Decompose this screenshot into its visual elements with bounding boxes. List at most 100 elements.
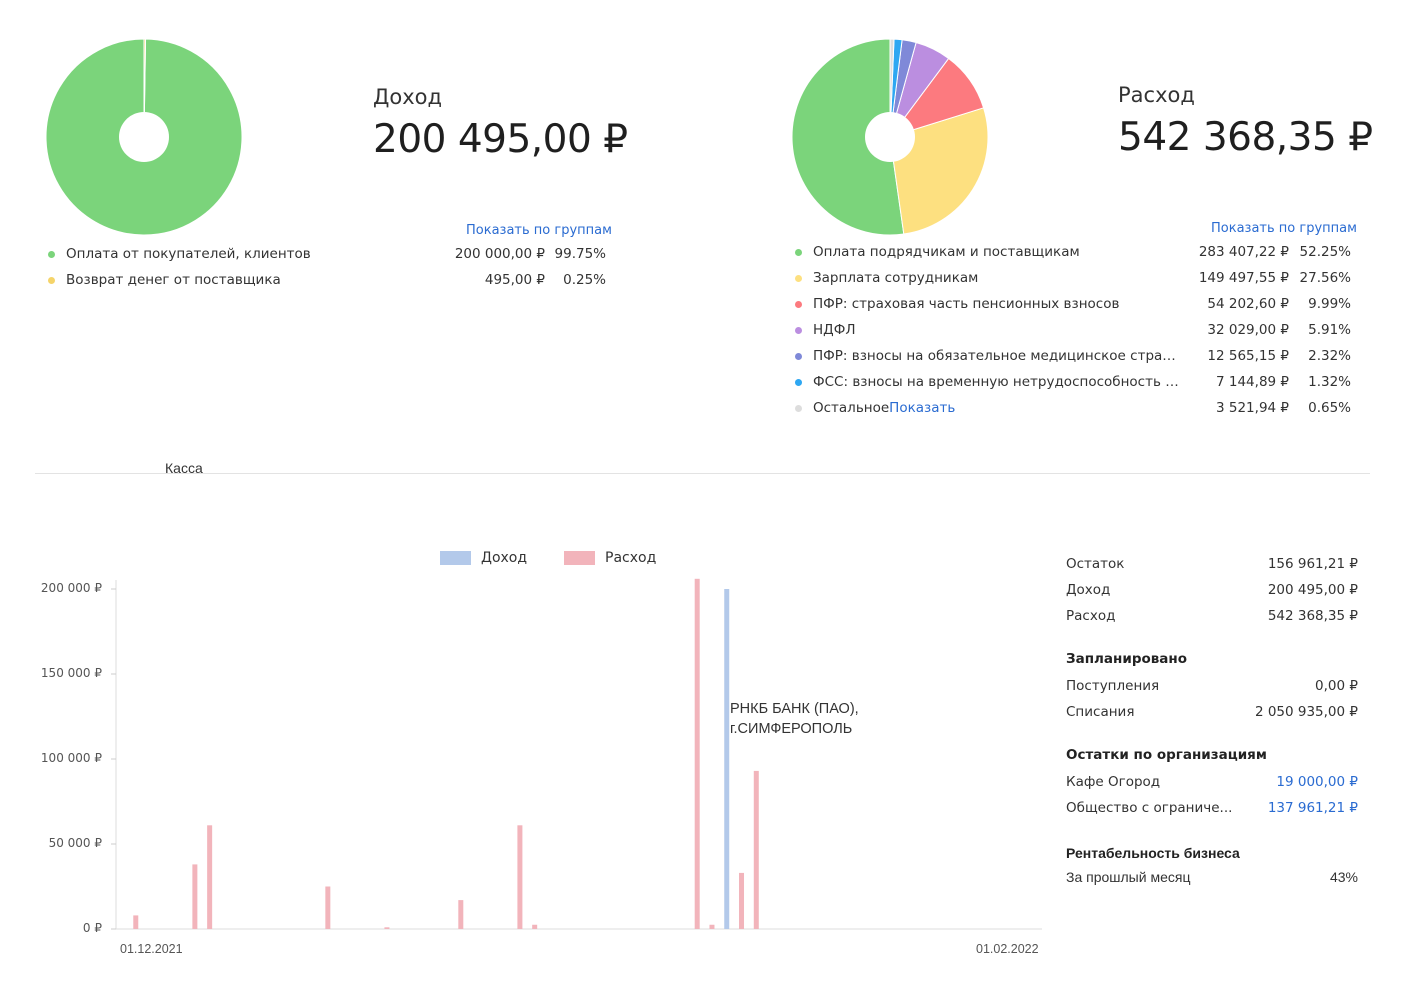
y-tick-label: 0 ₽ <box>82 921 102 935</box>
profitability-value: 43% <box>1329 869 1358 885</box>
org-name: Общество с ограниче... <box>1066 800 1233 816</box>
x-tick-end: 01.02.2022 <box>976 942 1039 956</box>
profitability-label: За прошлый месяц <box>1066 869 1191 885</box>
expense-bar[interactable] <box>192 864 198 929</box>
income-total: 200 495,00 ₽ <box>373 117 628 162</box>
income-pie-chart <box>45 38 243 236</box>
expense-legend-amount: 3 521,94 ₽ <box>1216 400 1289 416</box>
x-tick-start: 01.12.2021 <box>120 942 183 956</box>
expense-legend-percent: 27.56% <box>1299 270 1351 286</box>
expense-bar[interactable] <box>694 578 700 929</box>
expense-legend-amount: 149 497,55 ₽ <box>1198 270 1289 286</box>
orgs-title: Остатки по организациям <box>1066 747 1267 763</box>
income-show-groups-link[interactable]: Показать по группам <box>466 223 612 238</box>
bank-city-line: г.СИМФЕРОПОЛЬ <box>730 721 853 737</box>
expense-show-groups-link[interactable]: Показать по группам <box>1211 221 1357 236</box>
income-legend-percent: 0.25% <box>563 272 606 288</box>
expense-title: Расход <box>1118 83 1195 107</box>
expense-legend-item[interactable]: ФСС: взносы на временную нетрудоспособно… <box>795 369 1180 395</box>
expense-donut-hole <box>865 112 915 162</box>
planned-writeoffs-row: Списания 2 050 935,00 ₽ <box>1066 701 1358 723</box>
expense-legend-item[interactable]: Оплата подрядчикам и поставщикам <box>795 239 1180 265</box>
summary-income-row: Доход 200 495,00 ₽ <box>1066 579 1358 601</box>
section-divider <box>35 473 1370 474</box>
income-bar[interactable] <box>724 589 730 929</box>
y-tick-label: 100 000 ₽ <box>40 751 102 765</box>
chart-legend-income[interactable]: Доход <box>440 550 527 566</box>
expense-legend-percent: 52.25% <box>1299 244 1351 260</box>
expense-legend-amount: 54 202,60 ₽ <box>1207 296 1289 312</box>
expense-bar[interactable] <box>532 924 538 929</box>
expense-legend-percent: 0.65% <box>1308 400 1351 416</box>
chart-legend-expense[interactable]: Расход <box>564 550 656 566</box>
summary-balance-row: Остаток 156 961,21 ₽ <box>1066 553 1358 575</box>
legend-dot-icon <box>795 300 802 308</box>
expense-total: 542 368,35 ₽ <box>1118 115 1373 160</box>
expense-legend-item[interactable]: Зарплата сотрудникам <box>795 265 1180 291</box>
expense-label: Расход <box>1066 608 1116 624</box>
balance-value: 156 961,21 ₽ <box>1267 556 1358 572</box>
legend-dot-icon <box>48 276 55 284</box>
legend-dot-icon <box>795 326 802 334</box>
writeoffs-value: 2 050 935,00 ₽ <box>1254 704 1358 720</box>
legend-dot-icon <box>795 404 802 412</box>
expense-legend-amount: 283 407,22 ₽ <box>1198 244 1289 260</box>
chart-legend-income-label: Доход <box>481 550 528 566</box>
expense-slice-0[interactable] <box>791 38 905 236</box>
expense-bar[interactable] <box>517 825 523 929</box>
org-balance-link[interactable]: 137 961,21 ₽ <box>1267 800 1358 816</box>
y-tick-label: 50 000 ₽ <box>48 836 102 850</box>
y-tick-label: 150 000 ₽ <box>40 666 102 680</box>
expense-legend-amount: 12 565,15 ₽ <box>1207 348 1289 364</box>
expense-bar[interactable] <box>384 927 390 929</box>
writeoffs-label: Списания <box>1066 704 1135 720</box>
expense-bar[interactable] <box>753 770 759 929</box>
income-legend-amount: 495,00 ₽ <box>484 272 545 288</box>
planned-title: Запланировано <box>1066 651 1188 667</box>
income-legend-percent: 99.75% <box>554 246 606 262</box>
expense-legend-percent: 1.32% <box>1308 374 1351 390</box>
expense-legend-amount: 7 144,89 ₽ <box>1216 374 1289 390</box>
chart-annotation-bank: РНКБ БАНК (ПАО), г.СИМФЕРОПОЛЬ <box>730 699 859 739</box>
org-row: Общество с ограниче... 137 961,21 ₽ <box>1066 797 1358 819</box>
income-donut-hole <box>119 112 169 162</box>
y-tick-label: 200 000 ₽ <box>40 581 102 595</box>
receipts-value: 0,00 ₽ <box>1315 678 1358 694</box>
org-balance-link[interactable]: 19 000,00 ₽ <box>1276 774 1358 790</box>
income-legend-item[interactable]: Возврат денег от поставщика <box>48 267 348 293</box>
legend-dot-icon <box>795 248 802 256</box>
expense-bar[interactable] <box>325 886 331 930</box>
expense-bar[interactable] <box>709 924 715 929</box>
expense-legend-item[interactable]: ОстальноеПоказать <box>795 395 1180 421</box>
chart-legend-expense-label: Расход <box>605 550 657 566</box>
expense-legend-percent: 2.32% <box>1308 348 1351 364</box>
bank-name-line: РНКБ БАНК (ПАО), <box>730 701 859 717</box>
legend-dot-icon <box>795 274 802 282</box>
legend-dot-icon <box>795 378 802 386</box>
income-label: Доход <box>1066 582 1111 598</box>
expense-legend-item[interactable]: ПФР: взносы на обязательное медицинское … <box>795 343 1180 369</box>
income-value: 200 495,00 ₽ <box>1267 582 1358 598</box>
expense-pie-chart <box>791 38 989 236</box>
summary-expense-row: Расход 542 368,35 ₽ <box>1066 605 1358 627</box>
expense-legend-percent: 9.99% <box>1308 296 1351 312</box>
expense-legend-item[interactable]: НДФЛ <box>795 317 1180 343</box>
planned-receipts-row: Поступления 0,00 ₽ <box>1066 675 1358 697</box>
expense-bar[interactable] <box>133 915 139 929</box>
expense-bar[interactable] <box>207 825 213 929</box>
legend-dot-icon <box>795 352 802 360</box>
income-legend-item[interactable]: Оплата от покупателей, клиентов <box>48 241 348 267</box>
org-row: Кафе Огород 19 000,00 ₽ <box>1066 771 1358 793</box>
expense-legend-percent: 5.91% <box>1308 322 1351 338</box>
org-name: Кафе Огород <box>1066 774 1161 790</box>
legend-dot-icon <box>48 250 55 258</box>
profitability-row: За прошлый месяц 43% <box>1066 866 1358 888</box>
expense-legend-item[interactable]: ПФР: страховая часть пенсионных взносов <box>795 291 1180 317</box>
expense-swatch <box>564 551 595 565</box>
profitability-title: Рентабельность бизнеса <box>1066 845 1240 861</box>
expense-legend-amount: 32 029,00 ₽ <box>1207 322 1289 338</box>
receipts-label: Поступления <box>1066 678 1160 694</box>
expense-bar[interactable] <box>739 872 745 929</box>
expense-bar[interactable] <box>458 900 464 929</box>
